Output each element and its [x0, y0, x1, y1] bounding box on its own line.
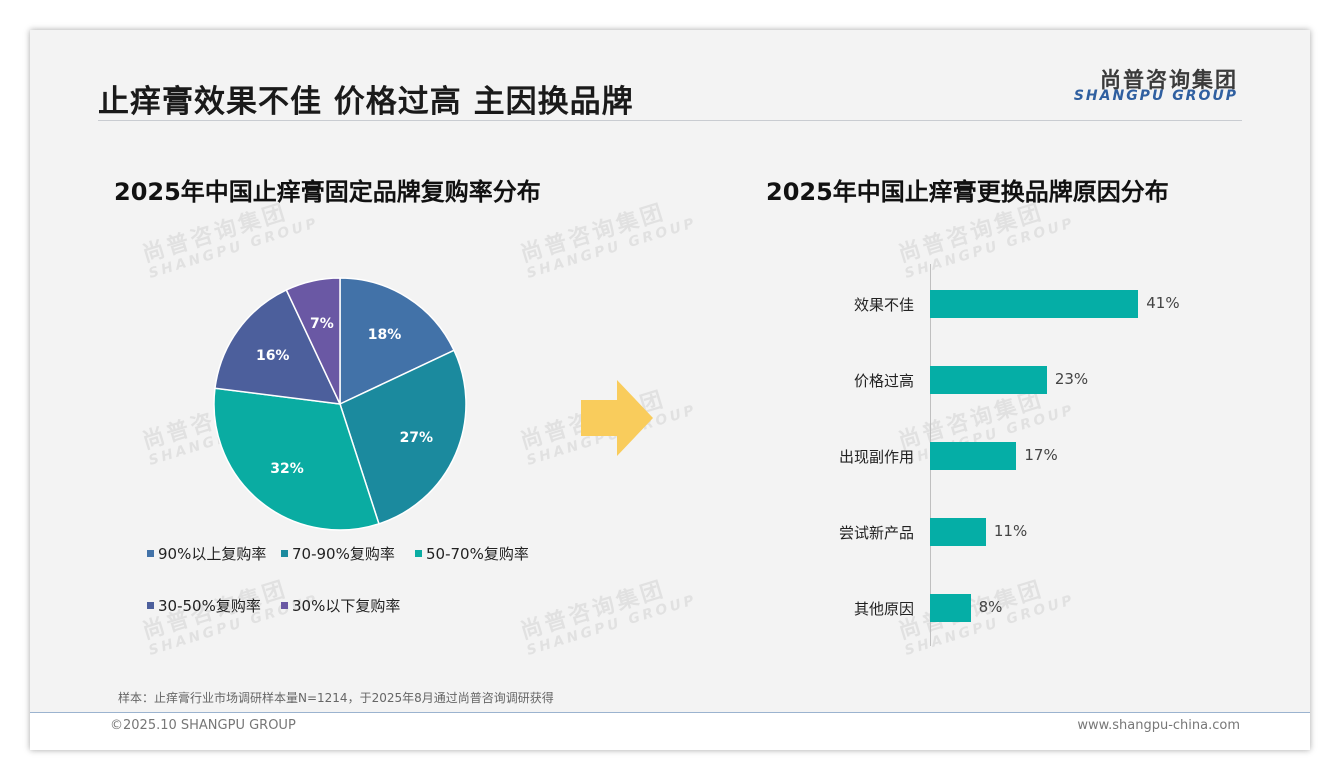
bar-category-label: 尝试新产品: [838, 524, 914, 542]
legend-swatch: [147, 550, 154, 557]
bar: [930, 290, 1139, 318]
bar-row: 尝试新产品 11%: [790, 518, 1270, 546]
legend-item: 50-70%复购率: [415, 543, 529, 564]
pie-chart-title: 2025年中国止痒膏固定品牌复购率分布: [114, 178, 541, 206]
arrow-right-icon: [581, 380, 653, 456]
logo-cn: 尚普咨询集团: [1100, 68, 1238, 92]
legend-swatch: [281, 602, 288, 609]
page-title: 止痒膏效果不佳 价格过高 主因换品牌: [98, 84, 634, 120]
bar-category-label: 效果不佳: [853, 296, 914, 314]
arrow-right-shape: [581, 380, 653, 456]
legend-item: 30-50%复购率: [147, 595, 261, 616]
pie-slice-label: 7%: [310, 316, 334, 332]
bar-value-label: 17%: [1024, 446, 1058, 464]
legend-item: 70-90%复购率: [281, 543, 395, 564]
legend-swatch: [415, 550, 422, 557]
bar-category-label: 出现副作用: [838, 448, 914, 466]
bar-row: 价格过高 23%: [790, 366, 1270, 394]
legend-item: 90%以上复购率: [147, 543, 266, 564]
bar-row: 其他原因 8%: [790, 594, 1270, 622]
pie-slice: [214, 288, 342, 405]
legend-label: 50-70%复购率: [426, 545, 529, 563]
legend-label: 70-90%复购率: [292, 545, 395, 563]
bar-value-label: 23%: [1054, 370, 1089, 388]
sample-note: 样本：止痒膏行业市场调研样本量N=1214，于2025年8月通过尚普咨询调研获得: [118, 691, 554, 705]
pie-chart-svg: 18% 27% 32% 16% 7%: [213, 277, 467, 531]
pie-slice-label: 18%: [368, 327, 402, 343]
bar-value-label: 11%: [993, 522, 1028, 540]
bar-row: 效果不佳 41%: [790, 290, 1270, 318]
bar-value-label: 8%: [978, 598, 1003, 616]
legend-label: 30-50%复购率: [158, 597, 261, 615]
slide: 尚普咨询集团 SHANGPU GROUP 尚普咨询集团 SHANGPU GROUP …: [30, 30, 1310, 750]
footer-copyright: ©2025.10 SHANGPU GROUP: [110, 718, 296, 733]
pie-slice: [285, 277, 341, 405]
pie-slice-label: 27%: [400, 430, 434, 446]
pie-slice: [213, 387, 380, 531]
bar-category-label: 价格过高: [853, 372, 914, 390]
pie-slice: [339, 349, 467, 525]
footer-website: www.shangpu-china.com: [1077, 718, 1240, 733]
bar-value-label: 41%: [1146, 294, 1180, 312]
pie-slice-label: 16%: [256, 348, 290, 364]
pie-slice-label: 32%: [270, 461, 304, 477]
legend-swatch: [147, 602, 154, 609]
footer: ©2025.10 SHANGPU GROUP www.shangpu-china…: [30, 712, 1310, 750]
bar-row: 出现副作用 17%: [790, 442, 1270, 470]
pie-chart: 18% 27% 32% 16% 7%: [210, 274, 470, 534]
bar-category-label: 其他原因: [853, 600, 914, 618]
bar: [930, 366, 1047, 394]
title-divider: [98, 120, 1242, 121]
pie-slice: [339, 277, 456, 406]
bar: [930, 594, 971, 622]
legend-label: 90%以上复购率: [158, 545, 267, 563]
bar: [930, 518, 986, 546]
bar-chart: 效果不佳 41% 价格过高 23% 出现副作用 17% 尝试新产品 11% 其他原因 8%: [790, 264, 1270, 650]
bar-chart-title: 2025年中国止痒膏更换品牌原因分布: [766, 178, 1169, 206]
logo-en: SHANGPU GROUP: [1073, 88, 1238, 104]
legend-label: 30%以下复购率: [292, 597, 401, 615]
legend-item: 30%以下复购率: [281, 595, 400, 616]
bar: [930, 442, 1017, 470]
legend-swatch: [281, 550, 288, 557]
